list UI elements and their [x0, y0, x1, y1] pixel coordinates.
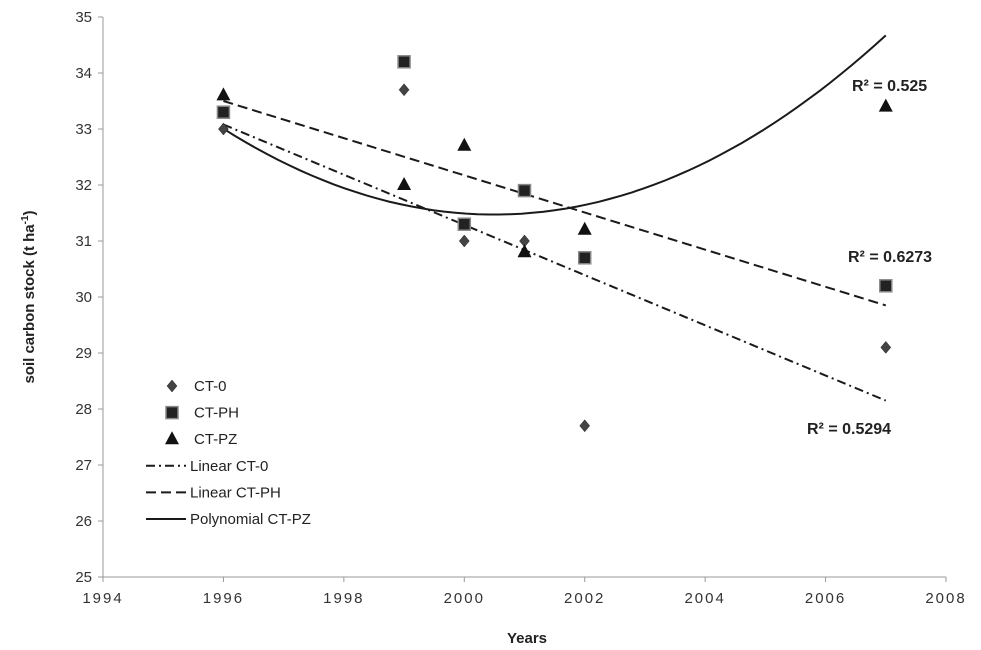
x-tick-label: 1998 — [323, 590, 364, 607]
legend-label-polynomial-ct-pz: Polynomial CT-PZ — [190, 511, 311, 528]
legend-label-ct-0: CT-0 — [194, 378, 227, 395]
y-tick-label: 33 — [75, 121, 92, 138]
y-axis-title-superscript: -1 — [20, 215, 31, 224]
legend-label-ct-ph: CT-PH — [194, 405, 239, 422]
y-tick-label: 30 — [75, 289, 92, 306]
x-tick-label: 2002 — [564, 590, 605, 607]
point-ct-0 — [458, 234, 470, 248]
y-tick-label: 26 — [75, 513, 92, 530]
point-ct-ph — [517, 183, 532, 198]
x-tick-labels: 1994 1996 1998 2000 2002 2004 2006 2008 — [82, 590, 966, 607]
legend: CT-0 CT-PH CT-PZ Linear CT-0 Linear CT-PH Pol… — [146, 378, 311, 528]
x-axis-title: Years — [507, 630, 547, 647]
x-tick-label: 2000 — [444, 590, 485, 607]
point-ct-ph — [577, 251, 592, 265]
r2-label-ct-pz: R² = 0.525 — [852, 78, 927, 95]
point-ct-pz — [577, 221, 592, 235]
x-tick-label: 2008 — [925, 590, 966, 607]
point-ct-ph — [457, 217, 472, 231]
x-tick-label: 1994 — [82, 590, 123, 607]
data-points — [216, 55, 893, 433]
legend-marker-ct-ph — [165, 405, 179, 420]
legend-label-linear-ct-0: Linear CT-0 — [190, 458, 268, 475]
y-tick-label: 28 — [75, 401, 92, 418]
r2-label-ct-ph: R² = 0.6273 — [848, 249, 932, 266]
trendline-linear-ct-ph — [223, 100, 887, 307]
y-tick-labels: 25 26 27 28 29 30 31 32 33 34 35 — [75, 9, 92, 586]
point-ct-ph — [397, 55, 411, 69]
legend-label-ct-pz: CT-PZ — [194, 431, 237, 448]
legend-marker-ct-pz — [165, 431, 179, 445]
trendlines — [222, 34, 887, 402]
point-ct-pz — [397, 177, 412, 190]
y-axis-title: soil carbon stock (t ha-1) — [20, 210, 38, 383]
y-tick-label: 34 — [75, 65, 92, 82]
y-tick-label: 27 — [75, 457, 92, 474]
legend-label-linear-ct-ph: Linear CT-PH — [190, 484, 281, 501]
legend-marker-ct-0 — [166, 379, 178, 393]
trendline-linear-ct-0 — [223, 123, 887, 402]
x-tick-label: 1996 — [203, 590, 244, 607]
point-ct-0 — [218, 122, 229, 136]
point-ct-ph — [879, 279, 893, 293]
point-ct-pz — [457, 137, 472, 151]
y-tick-label: 25 — [75, 569, 92, 586]
axes — [98, 16, 947, 582]
x-tick-label: 2006 — [805, 590, 846, 607]
y-axis-title-end: ) — [21, 210, 38, 215]
point-ct-0 — [398, 83, 410, 97]
point-ct-pz — [517, 244, 532, 258]
y-tick-label: 31 — [75, 233, 92, 250]
y-tick-label: 32 — [75, 177, 92, 194]
point-ct-pz — [216, 87, 231, 101]
point-ct-ph — [216, 105, 231, 119]
point-ct-0 — [880, 341, 892, 354]
y-tick-label: 29 — [75, 345, 92, 362]
y-tick-label: 35 — [75, 9, 92, 26]
x-tick-label: 2004 — [684, 590, 725, 607]
y-axis-title-main: soil carbon stock (t ha — [21, 224, 38, 384]
trendline-polynomial-ct-pz — [222, 34, 887, 216]
r2-label-ct-0: R² = 0.5294 — [807, 421, 891, 438]
point-ct-pz — [878, 98, 893, 112]
point-ct-0 — [579, 419, 591, 433]
